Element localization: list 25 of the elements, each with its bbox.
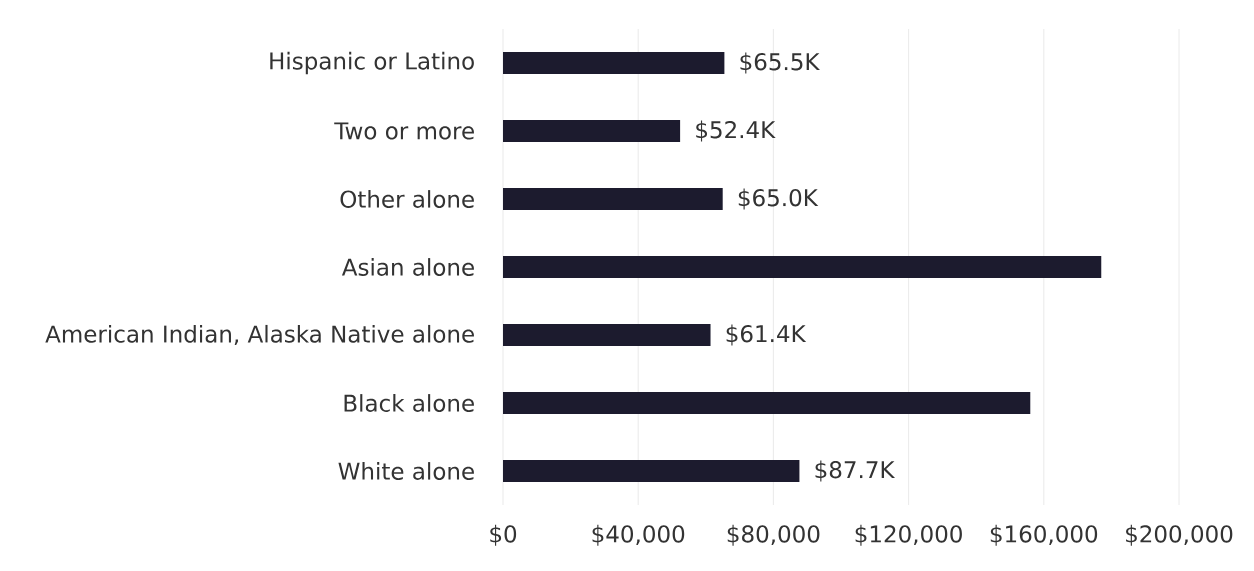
- y-tick-label: Black alone: [344, 394, 474, 412]
- bar: [503, 460, 800, 483]
- x-tick-label: $0: [490, 524, 517, 546]
- bar: [503, 188, 723, 211]
- bar: [503, 52, 725, 75]
- x-tick-label: $200,000: [1126, 524, 1233, 546]
- bar: [503, 324, 711, 347]
- bar: [503, 120, 681, 143]
- y-tick-label: Other alone: [340, 190, 474, 208]
- bar: [503, 256, 1102, 279]
- x-tick-label: $120,000: [855, 524, 962, 546]
- data-label: $61.4K: [726, 324, 807, 346]
- data-label: $52.4K: [696, 120, 776, 142]
- y-tick-label: American Indian, Alaska Native alone: [45, 324, 474, 346]
- y-tick-label: White alone: [338, 462, 474, 480]
- y-tick-label: Asian alone: [341, 258, 474, 276]
- y-tick-label: Hispanic or Latino: [270, 51, 474, 75]
- x-tick-label: $40,000: [592, 524, 685, 546]
- data-label: $65.0K: [738, 188, 819, 210]
- y-tick-label: Two or more: [334, 122, 474, 140]
- data-label: $65.5K: [740, 52, 820, 74]
- data-label: $87.7K: [815, 460, 896, 482]
- x-tick-label: $80,000: [727, 524, 820, 546]
- bar: [503, 392, 1031, 415]
- x-tick-label: $160,000: [990, 524, 1098, 546]
